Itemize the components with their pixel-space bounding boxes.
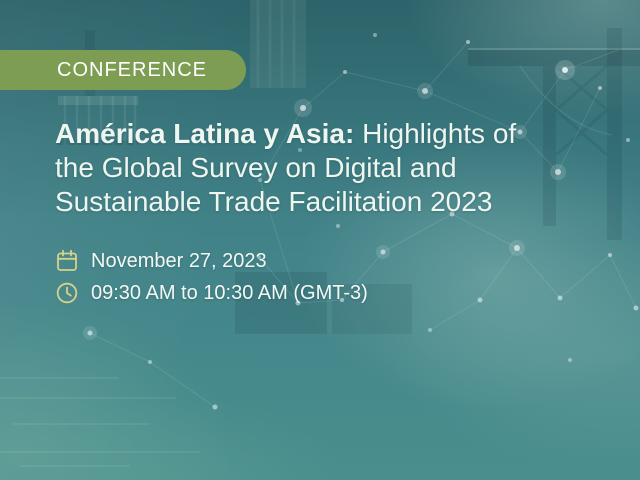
event-date-row: November 27, 2023 <box>55 246 368 276</box>
event-title-emphasis: América Latina y Asia: <box>55 118 355 149</box>
event-title: América Latina y Asia: Highlights of the… <box>55 117 620 219</box>
event-time: 09:30 AM to 10:30 AM (GMT-3) <box>91 281 368 304</box>
calendar-icon <box>57 249 77 271</box>
logos-row: ALADI <box>0 345 640 445</box>
event-title-line3: Sustainable Trade Facilitation 2023 <box>55 186 493 217</box>
clock-icon <box>56 282 78 304</box>
event-title-line2: the Global Survey on Digital and <box>55 152 457 183</box>
event-date: November 27, 2023 <box>91 249 267 272</box>
event-time-row: 09:30 AM to 10:30 AM (GMT-3) <box>55 278 368 308</box>
conference-badge-label: CONFERENCE <box>57 59 208 81</box>
event-title-line1-rest: Highlights of <box>354 118 517 149</box>
event-title-line1: América Latina y Asia: Highlights of <box>55 117 620 151</box>
conference-badge: CONFERENCE <box>0 50 246 90</box>
event-details: November 27, 2023 09:30 AM to 10:30 AM (… <box>55 246 368 310</box>
